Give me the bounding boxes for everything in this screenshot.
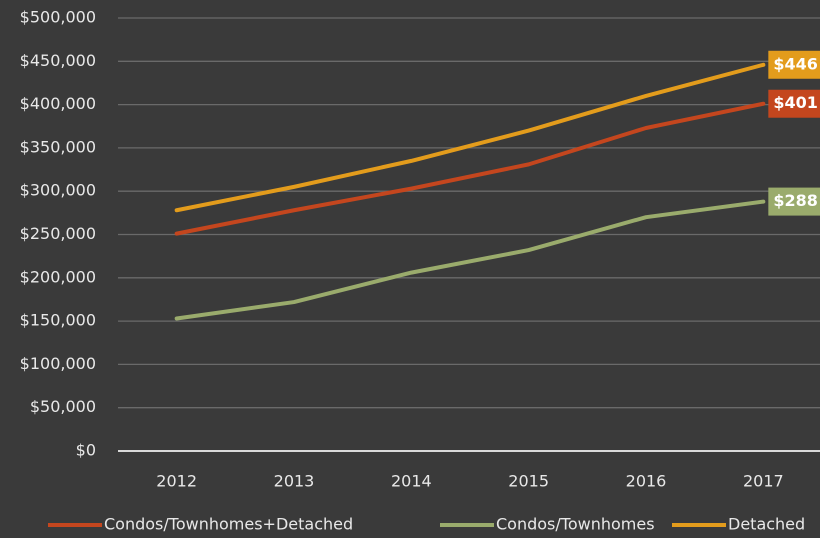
x-tick-label: 2016: [626, 472, 667, 491]
series-line: [174, 101, 766, 236]
y-tick-label: $300,000: [20, 181, 96, 200]
x-tick-label: 2017: [743, 472, 784, 491]
y-tick-label: $250,000: [20, 224, 96, 243]
y-tick-label: $450,000: [20, 51, 96, 70]
legend-label: Condos/Townhomes: [496, 515, 655, 534]
x-tick-label: 2015: [508, 472, 549, 491]
y-tick-label: $0: [76, 441, 96, 460]
series-line: [174, 62, 766, 213]
value-label: $288: [773, 191, 818, 210]
legend-label: Condos/Townhomes+Detached: [104, 515, 353, 534]
legend-label: Detached: [728, 515, 805, 534]
y-tick-label: $150,000: [20, 311, 96, 330]
value-label: $446: [773, 54, 818, 73]
x-tick-label: 2012: [156, 472, 197, 491]
value-label: $401: [773, 93, 818, 112]
y-tick-label: $350,000: [20, 137, 96, 156]
value-label-box: [768, 50, 820, 79]
x-tick-label: 2014: [391, 472, 432, 491]
y-tick-label: $400,000: [20, 94, 96, 113]
value-label-box: [768, 187, 820, 216]
series-line: [174, 199, 766, 321]
y-tick-label: $100,000: [20, 354, 96, 373]
value-label-box: [768, 89, 820, 118]
x-tick-label: 2013: [274, 472, 315, 491]
y-tick-label: $200,000: [20, 267, 96, 286]
y-tick-label: $50,000: [30, 397, 96, 416]
y-tick-label: $500,000: [20, 8, 96, 27]
